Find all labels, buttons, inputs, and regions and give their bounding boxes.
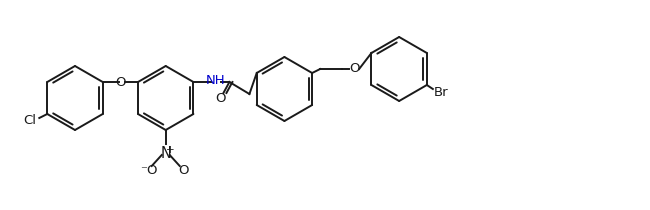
Text: Cl: Cl (23, 114, 36, 127)
Text: N: N (161, 147, 171, 161)
Text: O: O (215, 92, 226, 105)
Text: O: O (116, 76, 126, 88)
Text: NH: NH (205, 75, 226, 88)
Text: O: O (349, 63, 359, 76)
Text: Br: Br (434, 85, 448, 98)
Text: O: O (179, 164, 189, 176)
Text: +: + (166, 145, 175, 155)
Text: ⁻O: ⁻O (140, 164, 157, 176)
